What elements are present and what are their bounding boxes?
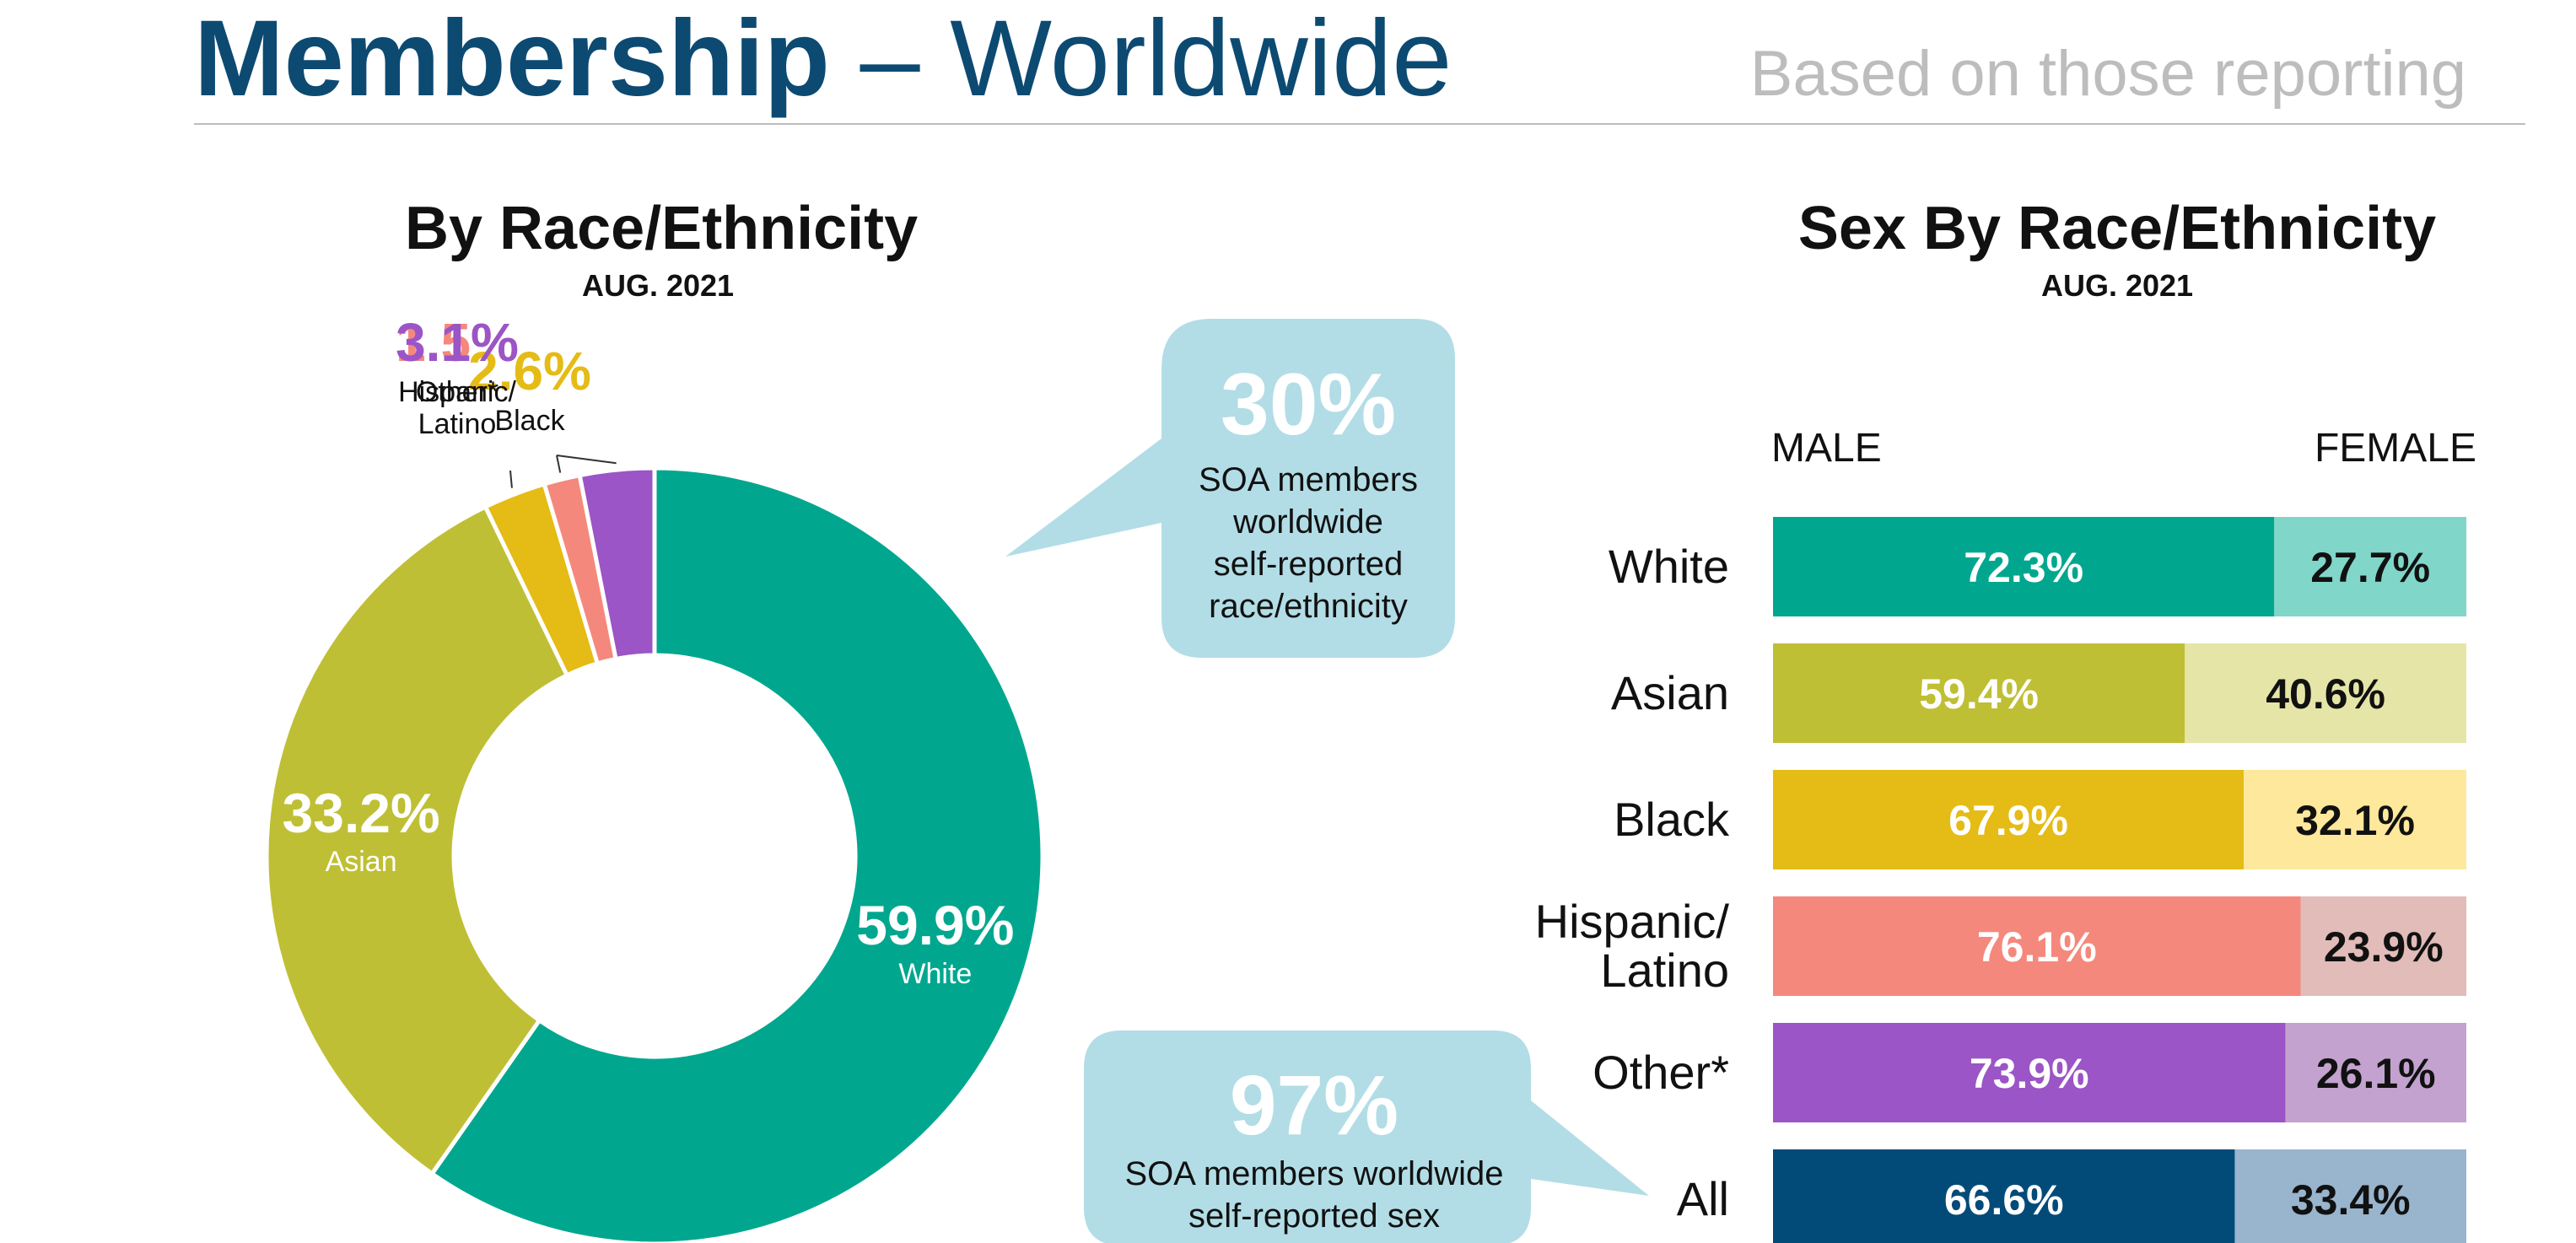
bar-category-label-hispanic-latino-line-2: Latino xyxy=(1600,944,1729,997)
donut-slice-asian xyxy=(264,503,570,1177)
donut-value-black: 2.6% xyxy=(468,341,591,401)
bar-category-label-white-line-1: White xyxy=(1608,540,1729,593)
female-column-header: FEMALE xyxy=(2314,426,2476,471)
bar-female-hispanic-latino xyxy=(2300,896,2466,996)
bar-male-hispanic-latino xyxy=(1773,896,2301,996)
donut-chart-date: AUG. 2021 xyxy=(581,268,735,303)
bar-male-all xyxy=(1773,1149,2235,1243)
male-column-header: MALE xyxy=(1771,426,1882,471)
bar-category-label-other-line-1: Other* xyxy=(1592,1046,1729,1099)
donut-slice-other xyxy=(577,465,657,662)
donut-category-black: Black xyxy=(494,405,565,437)
donut-chart-title: By Race/Ethnicity xyxy=(405,195,919,262)
bar-male-value-other: 73.9% xyxy=(1970,1050,2089,1097)
callout-sex-bubble xyxy=(1084,1030,1649,1243)
donut-value-white: 59.9% xyxy=(856,894,1014,956)
bar-male-other xyxy=(1773,1023,2286,1122)
bar-category-label-white: White xyxy=(1609,542,1729,591)
bar-category-label-other: Other* xyxy=(1592,1048,1729,1097)
donut-category-hispanic-latino-line-2: Latino xyxy=(418,408,497,440)
bar-category-label-asian: Asian xyxy=(1611,669,1729,718)
bar-category-label-black: Black xyxy=(1614,795,1729,844)
donut-leader-black xyxy=(509,470,513,488)
callout-race: 30% SOA members worldwide self-reported … xyxy=(1005,319,1455,658)
bar-male-black xyxy=(1773,770,2245,869)
bar-female-all xyxy=(2234,1149,2466,1243)
donut-value-asian: 33.2% xyxy=(283,782,440,844)
callout-race-line-1: SOA members xyxy=(1199,461,1418,498)
bar-male-value-hispanic-latino: 76.1% xyxy=(1977,923,2097,971)
bar-category-label-hispanic-latino-line-1: Hispanic/ xyxy=(1534,895,1729,948)
bar-category-label-asian-line-1: Asian xyxy=(1610,666,1729,719)
donut-category-hispanic-latino-line-1: Hispanic/ xyxy=(398,376,516,408)
header-divider xyxy=(194,123,2525,125)
bar-male-asian xyxy=(1773,643,2185,743)
bar-female-asian xyxy=(2185,643,2466,743)
bar-chart-title: Sex By Race/Ethnicity xyxy=(1797,195,2437,262)
bar-male-value-asian: 59.4% xyxy=(1919,670,2039,718)
donut-category-other: Other* xyxy=(416,376,498,408)
callout-sex-line-1: SOA members worldwide xyxy=(1124,1155,1503,1192)
bar-male-value-black: 67.9% xyxy=(1948,797,2068,844)
bar-female-other xyxy=(2285,1023,2466,1122)
bar-female-value-asian: 40.6% xyxy=(2266,670,2385,718)
bar-male-value-white: 72.3% xyxy=(1964,544,2083,591)
bar-female-value-other: 26.1% xyxy=(2316,1050,2436,1097)
bar-female-value-all: 33.4% xyxy=(2291,1176,2411,1224)
callout-race-line-3: self-reported xyxy=(1214,546,1404,583)
bar-female-value-hispanic-latino: 23.9% xyxy=(2324,923,2444,971)
callout-race-value: 30% xyxy=(1221,356,1396,454)
page-subtitle: Based on those reporting xyxy=(1749,38,2466,110)
page-title-bold: Membership xyxy=(194,0,830,119)
bar-category-label-all: All xyxy=(1677,1175,1729,1224)
donut-category-asian: Asian xyxy=(326,846,397,878)
callout-race-bubble xyxy=(1005,319,1455,658)
donut-category-white: White xyxy=(898,958,972,990)
callout-sex-line-2: self-reported sex xyxy=(1188,1197,1440,1235)
bar-category-label-hispanic-latino: Hispanic/Latino xyxy=(1535,897,1729,995)
bar-male-white xyxy=(1773,517,2275,616)
bar-female-white xyxy=(2274,517,2466,616)
bar-category-label-black-line-1: Black xyxy=(1614,793,1729,846)
bar-female-value-black: 32.1% xyxy=(2295,797,2415,844)
callout-sex-value: 97% xyxy=(1230,1058,1398,1153)
donut-value-hispanic-latino: 1.5% xyxy=(396,312,519,373)
callout-race-line-4: race/ethnicity xyxy=(1209,588,1408,625)
donut-leader-hispanic-latino xyxy=(556,455,562,473)
donut-value-other: 3.1% xyxy=(396,312,519,373)
bar-male-value-all: 66.6% xyxy=(1944,1176,2064,1224)
callout-sex: 97% SOA members worldwide self-reported … xyxy=(1084,1030,1649,1243)
page-title-rest: – Worldwide xyxy=(829,0,1452,119)
bar-female-value-white: 27.7% xyxy=(2310,544,2430,591)
donut-slice-white xyxy=(428,465,1045,1243)
donut-leader-other xyxy=(556,455,617,465)
bar-category-label-all-line-1: All xyxy=(1676,1172,1729,1225)
callout-race-line-2: worldwide xyxy=(1232,503,1383,541)
bar-chart-date: AUG. 2021 xyxy=(2040,268,2194,303)
bar-female-black xyxy=(2244,770,2466,869)
page-title: Membership – Worldwide xyxy=(194,0,1452,118)
